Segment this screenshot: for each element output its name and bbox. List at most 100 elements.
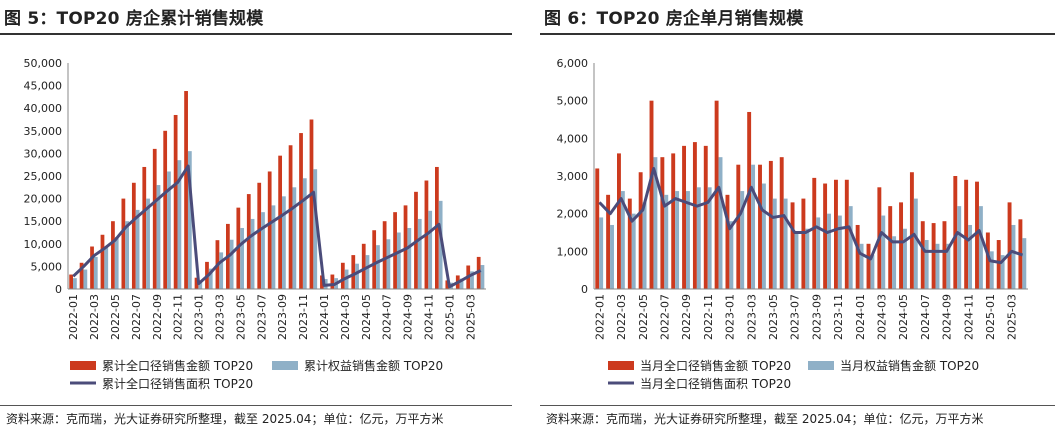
bar-total-amount [942, 221, 947, 289]
x-tick-label: 2024-11 [423, 294, 436, 340]
y-tick-label: 6,000 [557, 57, 589, 70]
legend-swatch-total-amount [608, 361, 634, 370]
bar-total-amount [812, 177, 817, 289]
bar-total-amount [121, 198, 126, 289]
bar-equity-amount [125, 221, 130, 289]
y-tick-label: 2,000 [557, 208, 589, 221]
x-tick-label: 2024-09 [402, 294, 415, 340]
bar-equity-amount [968, 224, 973, 289]
x-tick-label: 2025-01 [443, 294, 456, 340]
x-tick-label: 2023-01 [193, 294, 206, 340]
y-tick-label: 50,000 [24, 57, 63, 70]
source-note: 资料来源：克而瑞，光大证券研究所整理，截至 2025.04；单位：亿元，万平方米 [546, 412, 984, 426]
bar-equity-amount [135, 209, 140, 289]
bar-equity-amount [480, 265, 485, 289]
y-tick-label: 30,000 [24, 147, 63, 160]
bar-total-amount [627, 198, 632, 289]
bar-equity-amount [167, 171, 171, 289]
legend-label: 当月权益销售金额 TOP20 [840, 358, 979, 373]
x-tick-label: 2023-07 [255, 294, 268, 340]
x-tick-label: 2023-05 [234, 294, 247, 340]
x-tick-label: 2023-09 [276, 294, 289, 340]
y-tick-label: 3,000 [557, 170, 589, 183]
bar-total-amount [278, 155, 283, 289]
bar-equity-amount [302, 178, 307, 289]
bar-equity-amount [261, 212, 265, 289]
bar-equity-amount [470, 271, 474, 289]
bar-total-amount [163, 130, 168, 289]
bar-equity-amount [177, 160, 182, 289]
x-tick-label: 2024-03 [876, 294, 889, 340]
x-tick-label: 2024-05 [897, 294, 910, 340]
x-tick-label: 2022-11 [172, 294, 185, 340]
bar-equity-amount [924, 240, 929, 289]
bar-equity-amount [146, 198, 150, 289]
x-tick-label: 2023-07 [789, 294, 802, 340]
bar-total-amount [361, 243, 366, 289]
bar-total-amount [382, 221, 387, 289]
legend-label: 累计全口径销售面积 TOP20 [102, 376, 253, 391]
bar-equity-amount [240, 227, 244, 289]
bar-total-amount [823, 183, 828, 289]
bar-total-amount [671, 153, 676, 289]
x-tick-label: 2022-05 [109, 294, 122, 340]
x-tick-label: 2024-01 [854, 294, 867, 340]
bar-equity-amount [428, 210, 433, 289]
bar-total-amount [445, 280, 450, 289]
bar-total-amount [617, 153, 621, 289]
bar-equity-amount [438, 200, 443, 289]
bar-equity-amount [365, 255, 370, 289]
bar-total-amount [257, 182, 262, 289]
bar-equity-amount [1000, 255, 1005, 289]
bar-equity-amount [187, 151, 192, 289]
series-line-area [598, 166, 1024, 265]
legend-label: 累计权益销售金额 TOP20 [304, 358, 443, 373]
bar-total-amount [372, 230, 377, 289]
bar-total-amount [931, 223, 936, 289]
x-tick-label: 2022-07 [659, 294, 672, 340]
bar-equity-amount [805, 228, 810, 289]
bar-total-amount [595, 168, 600, 289]
legend-label: 当月全口径销售面积 TOP20 [640, 376, 791, 391]
bar-equity-amount [816, 217, 821, 289]
bar-total-amount [725, 194, 730, 289]
bar-total-amount [975, 181, 979, 289]
bar-equity-amount [729, 221, 734, 289]
y-tick-label: 45,000 [24, 80, 63, 93]
bar-equity-amount [837, 215, 842, 289]
bar-total-amount [714, 100, 719, 289]
bar-equity-amount [978, 206, 983, 289]
bar-equity-amount [913, 198, 918, 289]
bar-equity-amount [250, 218, 255, 289]
bar-equity-amount [848, 206, 853, 289]
bar-total-amount [340, 262, 345, 289]
bar-total-amount [834, 179, 838, 289]
x-tick-label: 2022-07 [130, 294, 143, 340]
bar-total-amount [899, 202, 904, 289]
y-tick-label: 5,000 [31, 260, 63, 273]
bar-equity-amount [386, 239, 391, 289]
bar-equity-amount [282, 196, 286, 289]
bar-total-amount [920, 221, 925, 289]
title-rule [540, 33, 1055, 35]
bar-total-amount [194, 277, 199, 289]
legend-swatch-total-amount [70, 361, 96, 370]
y-tick-label: 35,000 [24, 125, 63, 138]
bar-equity-amount [376, 245, 380, 289]
bar-total-amount [403, 205, 408, 289]
bar-equity-amount [599, 217, 604, 289]
x-tick-label: 2023-03 [214, 294, 227, 340]
bar-total-amount [90, 246, 94, 289]
y-tick-label: 15,000 [24, 215, 63, 228]
bar-equity-amount [459, 278, 464, 289]
bar-equity-amount [761, 183, 766, 289]
bar-equity-amount [859, 243, 864, 289]
x-tick-label: 2022-01 [593, 294, 606, 340]
bar-equity-amount [1022, 238, 1027, 289]
y-tick-label: 0 [581, 283, 588, 296]
bar-equity-amount [653, 157, 658, 289]
bar-total-amount [320, 275, 324, 289]
chart-panel-monthly: 图 6：TOP20 房企单月销售规模 0 1,000 2,000 3,000 4,000… [540, 0, 1055, 430]
bar-total-amount [638, 172, 643, 289]
x-tick-label: 2024-01 [318, 294, 331, 340]
